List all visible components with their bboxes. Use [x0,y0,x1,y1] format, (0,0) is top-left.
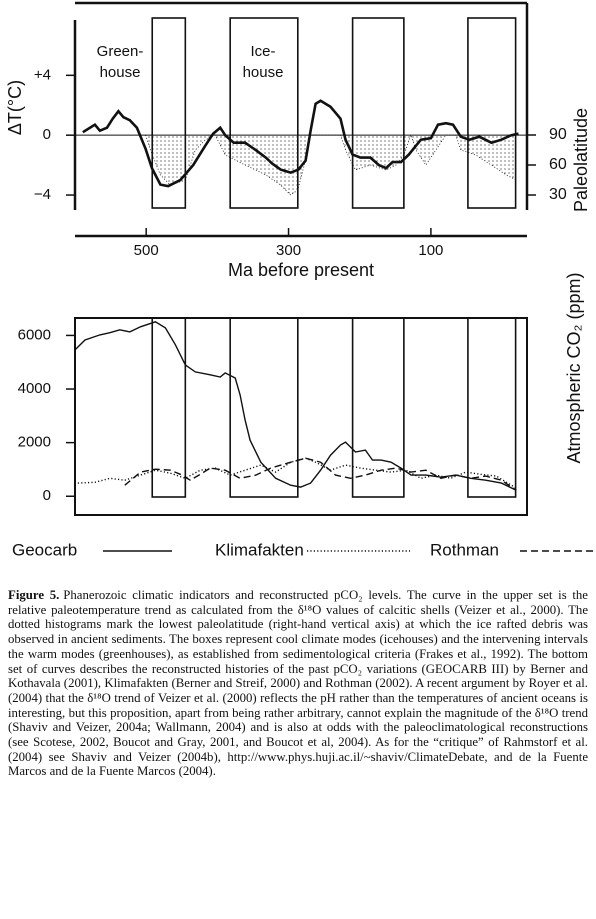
legend-label: Rothman [430,540,499,559]
latitude-area [145,135,517,195]
y2-axis-title: Paleolatitude [571,108,591,212]
y2-tick-label: 60 [549,156,567,173]
series-line [74,321,517,491]
caption-label: Figure 5. [8,588,60,602]
y-tick-label: −4 [34,186,51,203]
icehouse-box [467,317,517,498]
y-axis-title: ΔT(°C) [5,80,25,135]
x-axis-title: Ma before present [228,260,374,280]
plot-frame [74,317,528,516]
annotation: house [100,64,141,81]
annotation: Ice- [250,43,275,60]
annotation: Green- [97,43,144,60]
caption-text: Phanerozoic climatic indicators and reco… [8,588,588,779]
y-tick-label: 2000 [18,434,51,451]
icehouse-box [467,17,517,209]
y2-tick-label: 90 [549,126,567,143]
x-tick-label: 500 [134,242,159,259]
y2-tick-label: 30 [549,186,567,203]
icehouse-box [151,17,187,209]
caption: Figure 5. Phanerozoic climatic indicators… [8,588,588,779]
annotation: house [243,64,284,81]
icehouse-box [351,317,405,498]
y-tick-label: +4 [34,66,51,83]
latitude-outline [145,133,517,196]
x-tick-label: 300 [276,242,301,259]
legend-label: Geocarb [12,540,77,559]
icehouse-box [229,317,299,498]
y-tick-label: 4000 [18,380,51,397]
icehouse-box [151,317,187,498]
legend-label: Klimafakten [215,540,304,559]
figure: +4 0 −4 90 60 30 500 300 100 Ma before present ΔT(… [5,1,594,559]
x-tick-label: 100 [418,242,443,259]
y-tick-label: 6000 [18,326,51,343]
y-tick-label: 0 [43,126,51,143]
y2-axis-title: Atmospheric CO₂ (ppm) [564,272,584,463]
series-line [77,457,517,489]
icehouse-box [351,17,405,209]
series-line [124,457,517,491]
icehouse-box [229,17,299,209]
y-tick-label: 0 [43,487,51,504]
